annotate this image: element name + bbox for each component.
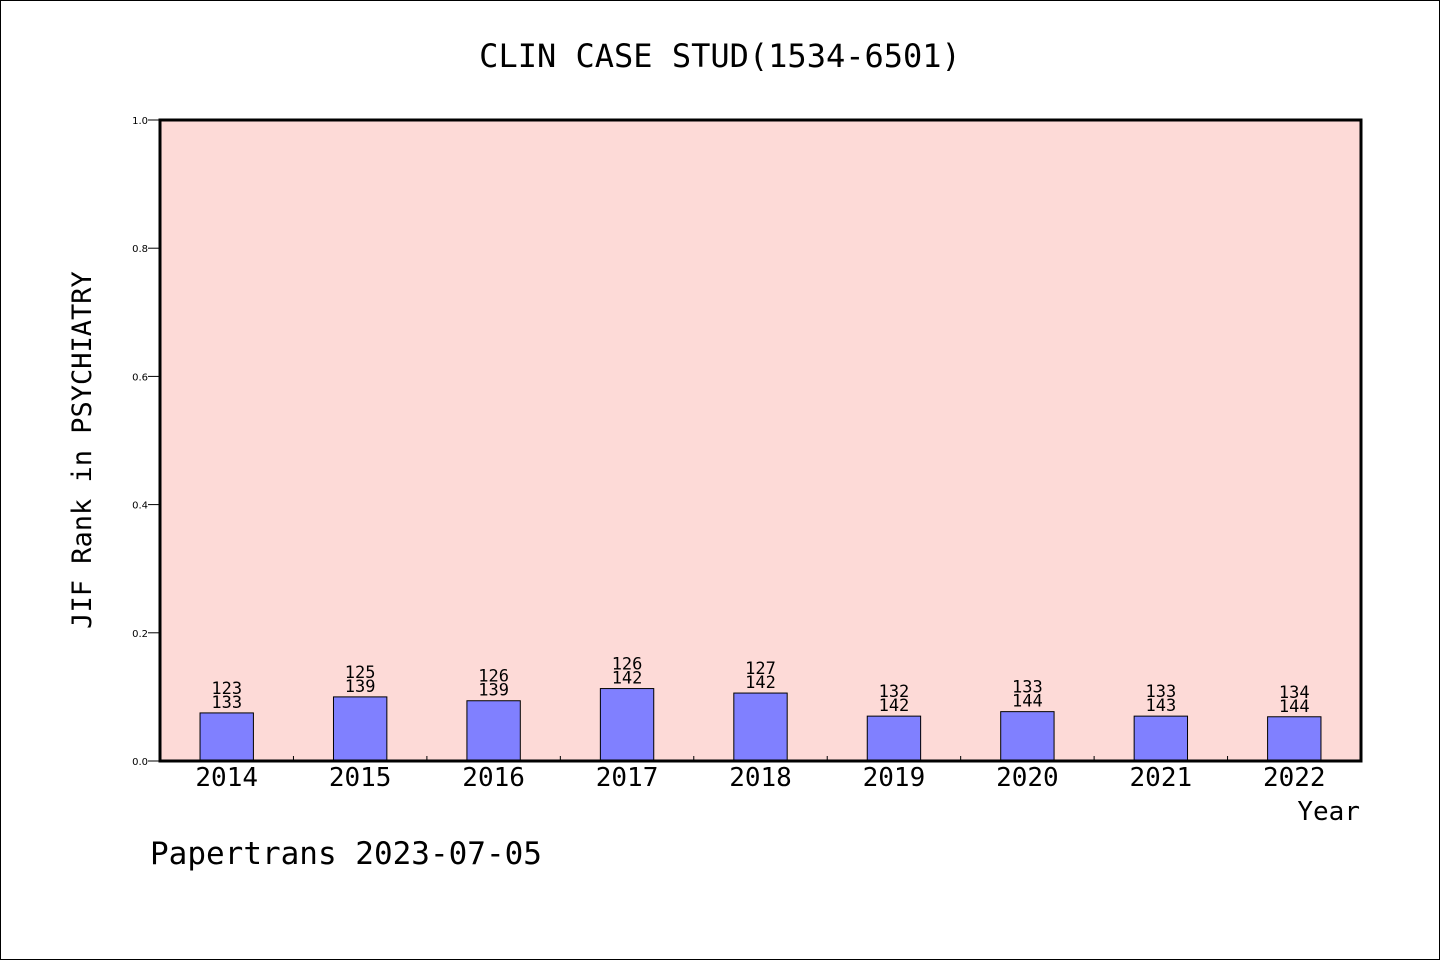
bar-total-label: 139 — [345, 677, 376, 697]
footer-credit: Papertrans 2023-07-05 — [150, 836, 542, 872]
bar-rank-label: 123 — [211, 679, 242, 699]
bar-rank-label: 126 — [612, 655, 643, 675]
bar — [1000, 711, 1055, 762]
bar-rank-label: 126 — [478, 667, 509, 687]
bar-rank-label: 132 — [879, 682, 910, 702]
plot-border — [158, 118, 1363, 763]
y-axis-label: JIF Rank in PSYCHIATRY — [67, 271, 98, 629]
bar-series — [199, 688, 1322, 762]
y-tick-label: 0.6 — [132, 372, 148, 383]
x-tick-label: 2020 — [996, 763, 1059, 793]
bar-total-label: 142 — [745, 673, 776, 693]
bar — [866, 715, 922, 762]
bar — [332, 696, 388, 762]
bar-rank-label: 134 — [1279, 683, 1310, 703]
x-tick-label: 2016 — [462, 763, 525, 793]
bar — [599, 688, 655, 762]
y-tick-label: 0.0 — [132, 757, 148, 768]
x-tick-label: 2017 — [596, 763, 659, 793]
bar — [199, 712, 254, 762]
bar-rank-label: 133 — [1012, 678, 1043, 698]
y-tick-label: 0.2 — [132, 629, 148, 640]
x-tick-label: 2021 — [1130, 763, 1193, 793]
bar-total-label: 142 — [612, 669, 643, 689]
bar-rank-label: 127 — [745, 659, 776, 679]
y-tick-label: 0.4 — [132, 501, 148, 512]
bar — [1267, 716, 1322, 762]
x-tick-label: 2019 — [863, 763, 926, 793]
bar-total-label: 139 — [478, 681, 509, 701]
y-tick-label: 1.0 — [132, 116, 148, 127]
y-tick-label: 0.8 — [132, 244, 148, 255]
x-tick-label: 2015 — [329, 763, 392, 793]
bar-total-label: 143 — [1145, 696, 1176, 716]
bar-total-label: 133 — [211, 693, 242, 713]
bar-rank-label: 125 — [345, 663, 376, 683]
x-tick-label: 2014 — [195, 763, 258, 793]
bar — [733, 692, 788, 762]
bar-total-label: 144 — [1012, 692, 1043, 712]
x-tick-label: 2018 — [729, 763, 792, 793]
chart-title: CLIN CASE STUD(1534-6501) — [479, 37, 961, 75]
bar — [466, 700, 521, 762]
y-axis-ticks: 0.0 0.2 0.4 0.6 0.8 1.0 — [132, 116, 160, 768]
x-tick-label: 2022 — [1263, 763, 1326, 793]
bar — [1133, 715, 1189, 762]
x-axis-label: Year — [1297, 797, 1360, 827]
x-axis-ticks: 2014 2015 2016 2017 2018 2019 2020 2021 2022 — [195, 756, 1326, 793]
plot-area — [160, 120, 1361, 761]
bar-total-label: 144 — [1279, 697, 1310, 717]
bar-total-label: 142 — [879, 696, 910, 716]
bar-rank-label: 133 — [1145, 682, 1176, 702]
